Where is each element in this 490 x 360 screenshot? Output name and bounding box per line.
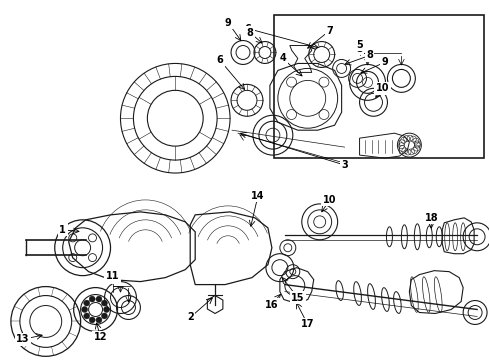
Circle shape <box>89 296 95 302</box>
Text: 6: 6 <box>245 24 251 33</box>
Text: 14: 14 <box>251 191 265 201</box>
Text: 13: 13 <box>16 334 29 345</box>
Text: 9: 9 <box>225 18 231 28</box>
Text: 7: 7 <box>326 26 333 36</box>
Circle shape <box>96 317 102 323</box>
Text: 16: 16 <box>265 300 279 310</box>
Text: 15: 15 <box>291 293 305 302</box>
Circle shape <box>101 300 107 306</box>
Text: 12: 12 <box>94 332 107 342</box>
Text: 10: 10 <box>376 84 389 93</box>
Text: 17: 17 <box>301 319 315 329</box>
Text: 18: 18 <box>424 213 438 223</box>
Text: 5: 5 <box>356 40 363 50</box>
Text: 6: 6 <box>217 55 223 66</box>
Text: 11: 11 <box>106 271 119 281</box>
Text: 3: 3 <box>341 160 348 170</box>
Bar <box>274 15 484 158</box>
Circle shape <box>84 300 90 306</box>
Text: 8: 8 <box>246 28 253 37</box>
Circle shape <box>89 317 95 323</box>
Text: 2: 2 <box>187 312 194 323</box>
Text: 1: 1 <box>59 225 66 235</box>
Circle shape <box>101 313 107 319</box>
Circle shape <box>84 313 90 319</box>
Text: 10: 10 <box>323 195 337 205</box>
Text: 9: 9 <box>381 58 388 67</box>
Text: 5: 5 <box>356 44 363 54</box>
Circle shape <box>96 296 102 302</box>
Text: 8: 8 <box>366 50 373 60</box>
Circle shape <box>82 306 88 312</box>
Circle shape <box>103 306 110 312</box>
Text: 11: 11 <box>106 273 119 283</box>
Text: 4: 4 <box>279 54 286 63</box>
